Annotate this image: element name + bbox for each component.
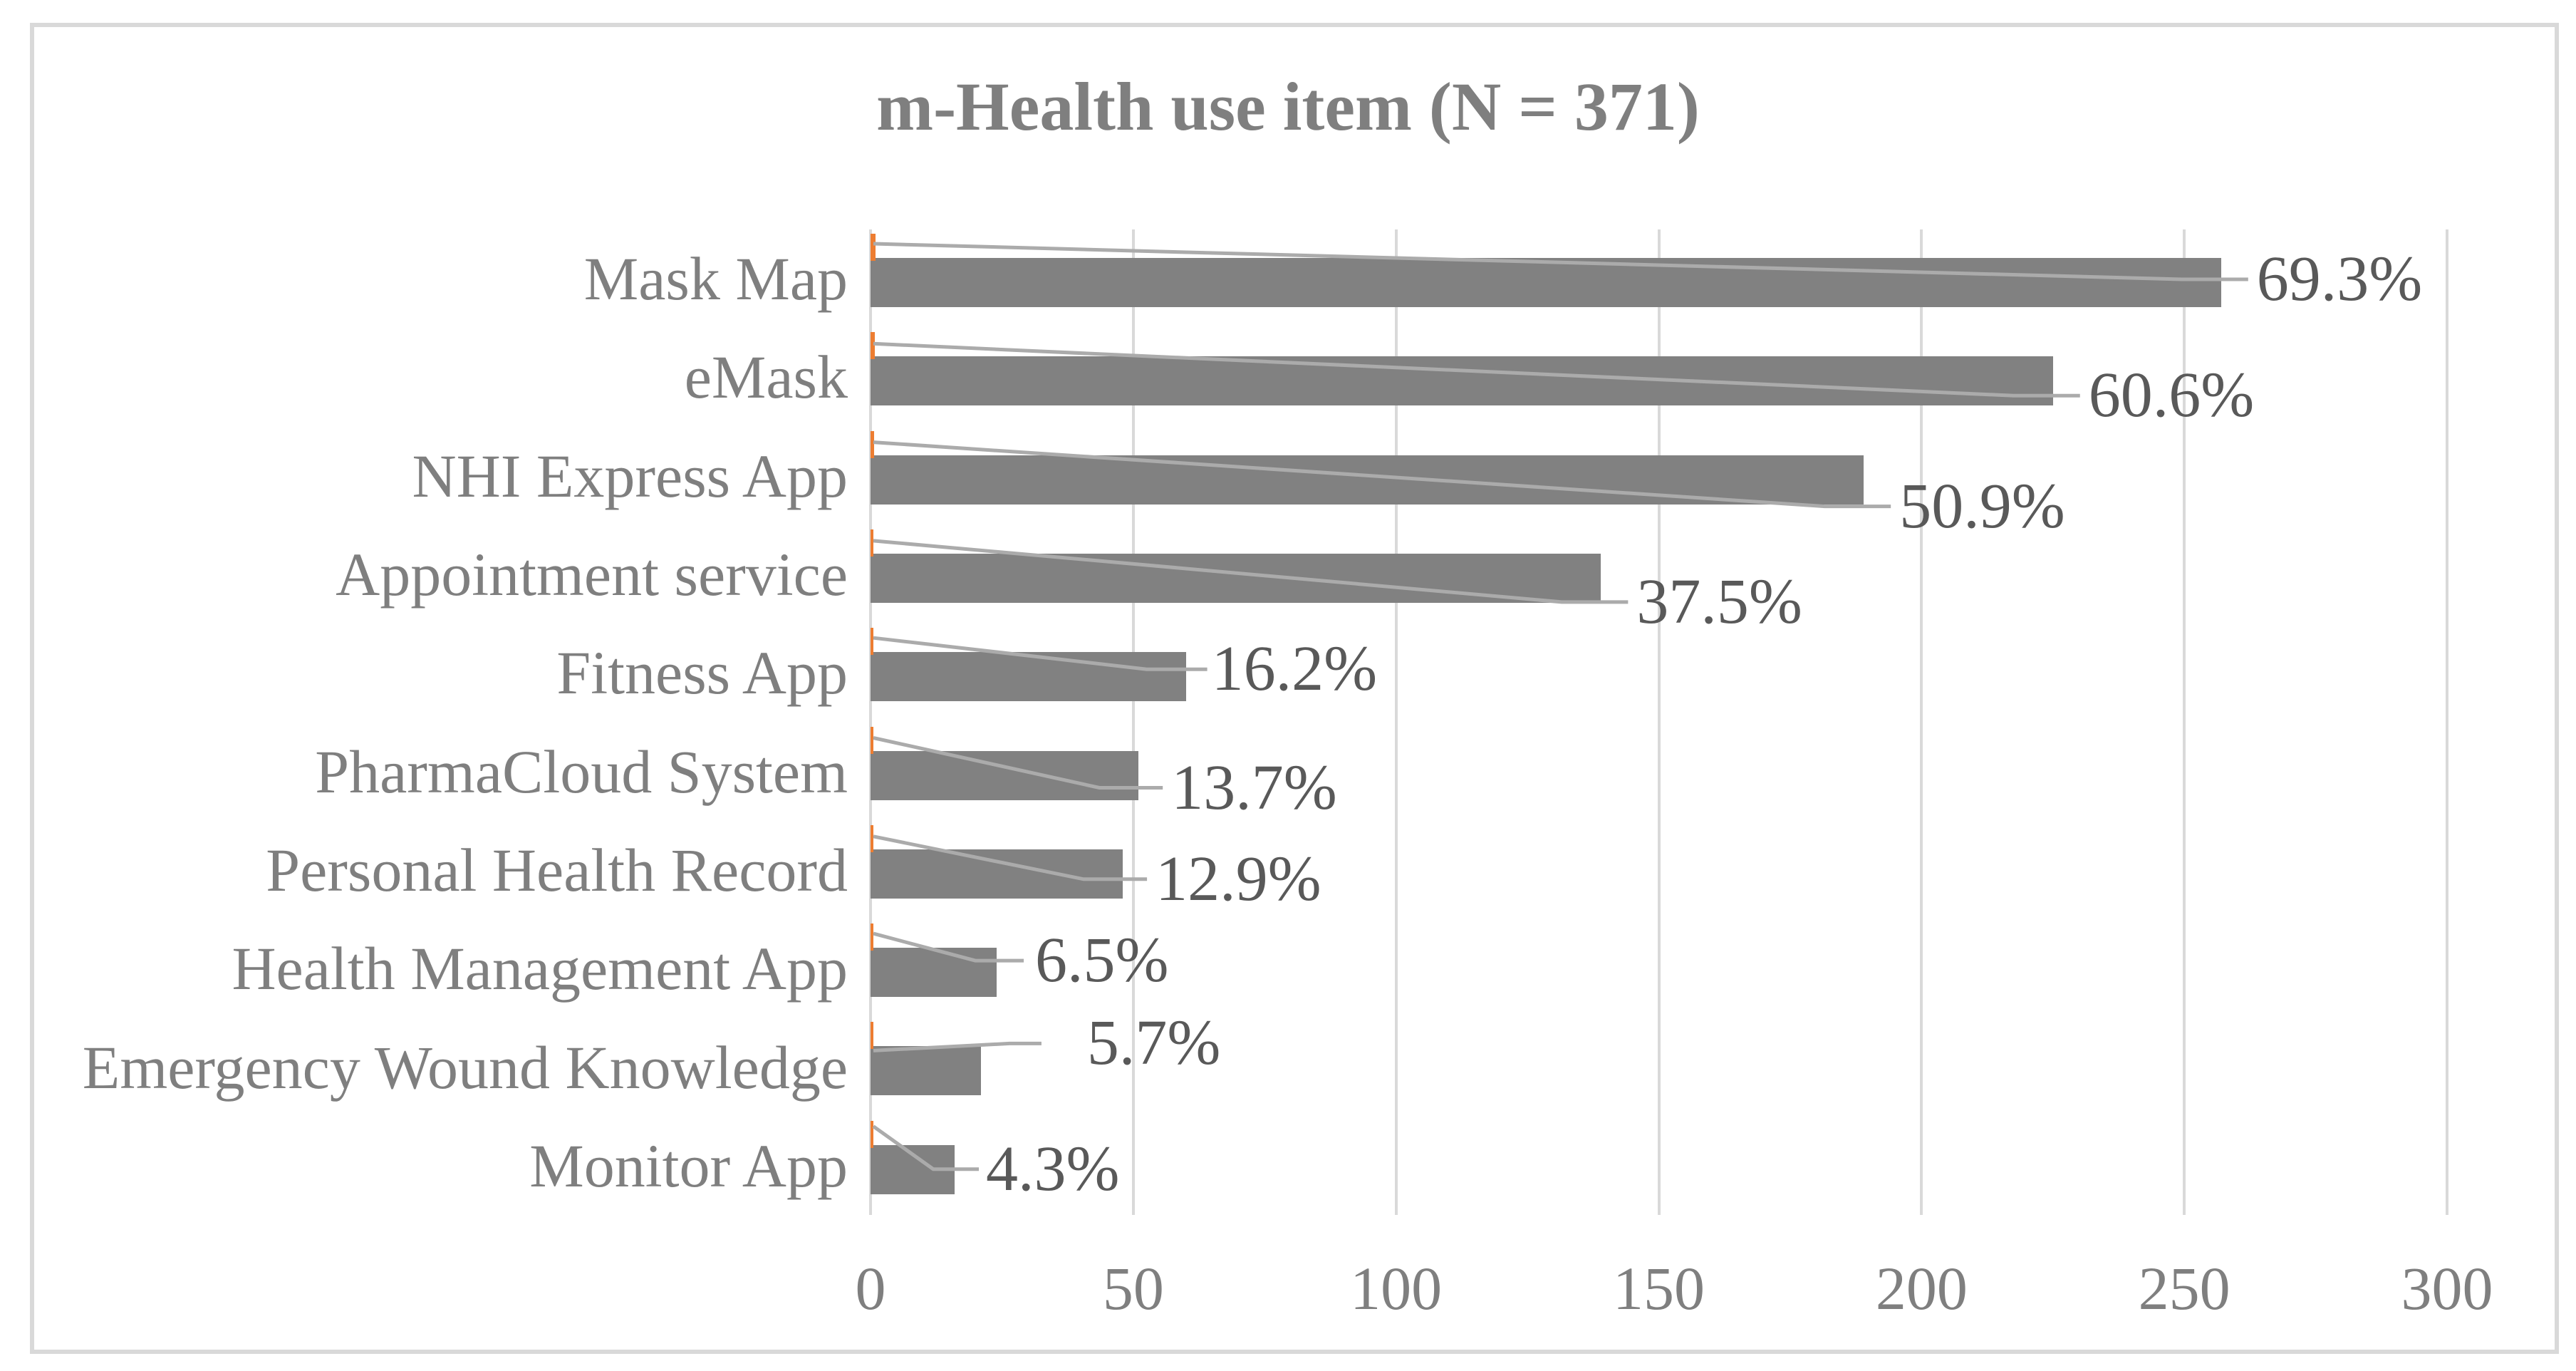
percent-bar	[871, 628, 873, 656]
y-axis-line	[869, 229, 872, 1215]
gridline	[1657, 229, 1661, 1215]
percent-bar	[871, 430, 875, 458]
data-label: 12.9%	[1155, 843, 1321, 914]
count-bar	[871, 750, 1139, 800]
category-label: Mask Map	[583, 244, 848, 314]
data-label: 69.3%	[2256, 244, 2423, 314]
x-tick-label: 300	[2401, 1254, 2493, 1323]
gridline	[2446, 229, 2448, 1215]
x-tick-label: 250	[2138, 1254, 2230, 1323]
data-label: 16.2%	[1211, 633, 1378, 705]
count-bar	[871, 455, 1864, 505]
x-tick-label: 150	[1613, 1254, 1705, 1323]
data-label: 13.7%	[1171, 752, 1337, 823]
count-bar	[871, 553, 1601, 603]
plot-area: 0 50 100 150 200 250 300 Mask Map 69.3% eMask 60.6…	[83, 229, 2493, 1319]
gridline	[2183, 229, 2186, 1215]
percent-bar	[871, 924, 873, 951]
percent-bar	[871, 824, 873, 852]
count-bar	[871, 849, 1123, 899]
x-tick-label: 200	[1875, 1254, 1968, 1323]
percent-bar	[871, 1120, 873, 1148]
count-bar	[871, 1144, 955, 1194]
data-label: 60.6%	[2088, 360, 2255, 431]
category-label: Personal Health Record	[266, 835, 848, 904]
category-label: PharmaCloud System	[315, 737, 848, 806]
gridline	[1920, 229, 1923, 1215]
percent-bar	[871, 234, 876, 261]
gridline	[1131, 229, 1135, 1215]
count-bar	[871, 258, 2221, 307]
data-label: 4.3%	[986, 1133, 1120, 1204]
gridline	[1394, 229, 1398, 1215]
category-label: eMask	[684, 343, 848, 412]
data-label: 5.7%	[1086, 1008, 1221, 1079]
data-label: 50.9%	[1899, 470, 2065, 542]
category-label: Appointment service	[336, 540, 848, 609]
count-bar	[871, 948, 997, 998]
category-label: Monitor App	[529, 1131, 848, 1200]
category-label: NHI Express App	[412, 441, 848, 510]
count-bar	[871, 356, 2053, 406]
count-bar	[871, 652, 1186, 702]
category-label: Fitness App	[556, 638, 848, 708]
data-label: 37.5%	[1636, 566, 1802, 637]
category-label: Emergency Wound Knowledge	[82, 1033, 848, 1102]
category-label: Health Management App	[232, 934, 848, 1003]
percent-bar	[871, 529, 874, 557]
percent-bar	[871, 726, 873, 754]
count-bar	[871, 1046, 981, 1096]
chart-title: m-Health use item (N = 371)	[876, 68, 1700, 145]
x-tick-label: 100	[1350, 1254, 1443, 1323]
x-tick-label: 0	[855, 1254, 886, 1323]
percent-bar	[871, 332, 875, 360]
data-label: 6.5%	[1035, 925, 1169, 996]
x-tick-label: 50	[1102, 1254, 1164, 1323]
percent-bar	[871, 1022, 873, 1050]
